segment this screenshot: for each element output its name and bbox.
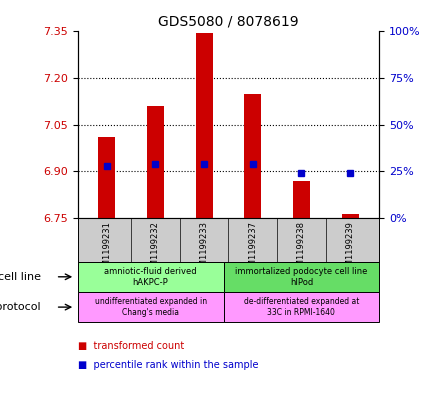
- Bar: [195, 33, 212, 218]
- Text: GSM1199233: GSM1199233: [199, 221, 208, 277]
- Bar: [147, 106, 163, 218]
- Text: ■  transformed count: ■ transformed count: [77, 341, 184, 351]
- Bar: [77, 292, 223, 322]
- Title: GDS5080 / 8078619: GDS5080 / 8078619: [158, 15, 298, 29]
- Bar: [223, 292, 378, 322]
- Bar: [223, 262, 378, 292]
- Bar: [98, 137, 115, 218]
- Text: GSM1199237: GSM1199237: [248, 221, 257, 277]
- Bar: [341, 214, 358, 218]
- Text: undifferentiated expanded in
Chang's media: undifferentiated expanded in Chang's med…: [94, 298, 206, 317]
- Bar: [292, 181, 309, 218]
- Text: GSM1199238: GSM1199238: [296, 221, 305, 277]
- Bar: [77, 262, 223, 292]
- Text: GSM1199231: GSM1199231: [102, 221, 111, 277]
- Text: GSM1199232: GSM1199232: [150, 221, 160, 277]
- Text: growth protocol: growth protocol: [0, 302, 41, 312]
- Bar: [244, 94, 261, 218]
- Text: immortalized podocyte cell line
hIPod: immortalized podocyte cell line hIPod: [235, 267, 367, 286]
- Text: de-differentiated expanded at
33C in RPMI-1640: de-differentiated expanded at 33C in RPM…: [243, 298, 358, 317]
- Text: cell line: cell line: [0, 272, 41, 282]
- Text: amniotic-fluid derived
hAKPC-P: amniotic-fluid derived hAKPC-P: [104, 267, 197, 286]
- Text: GSM1199239: GSM1199239: [345, 221, 354, 277]
- Text: ■  percentile rank within the sample: ■ percentile rank within the sample: [77, 360, 258, 371]
